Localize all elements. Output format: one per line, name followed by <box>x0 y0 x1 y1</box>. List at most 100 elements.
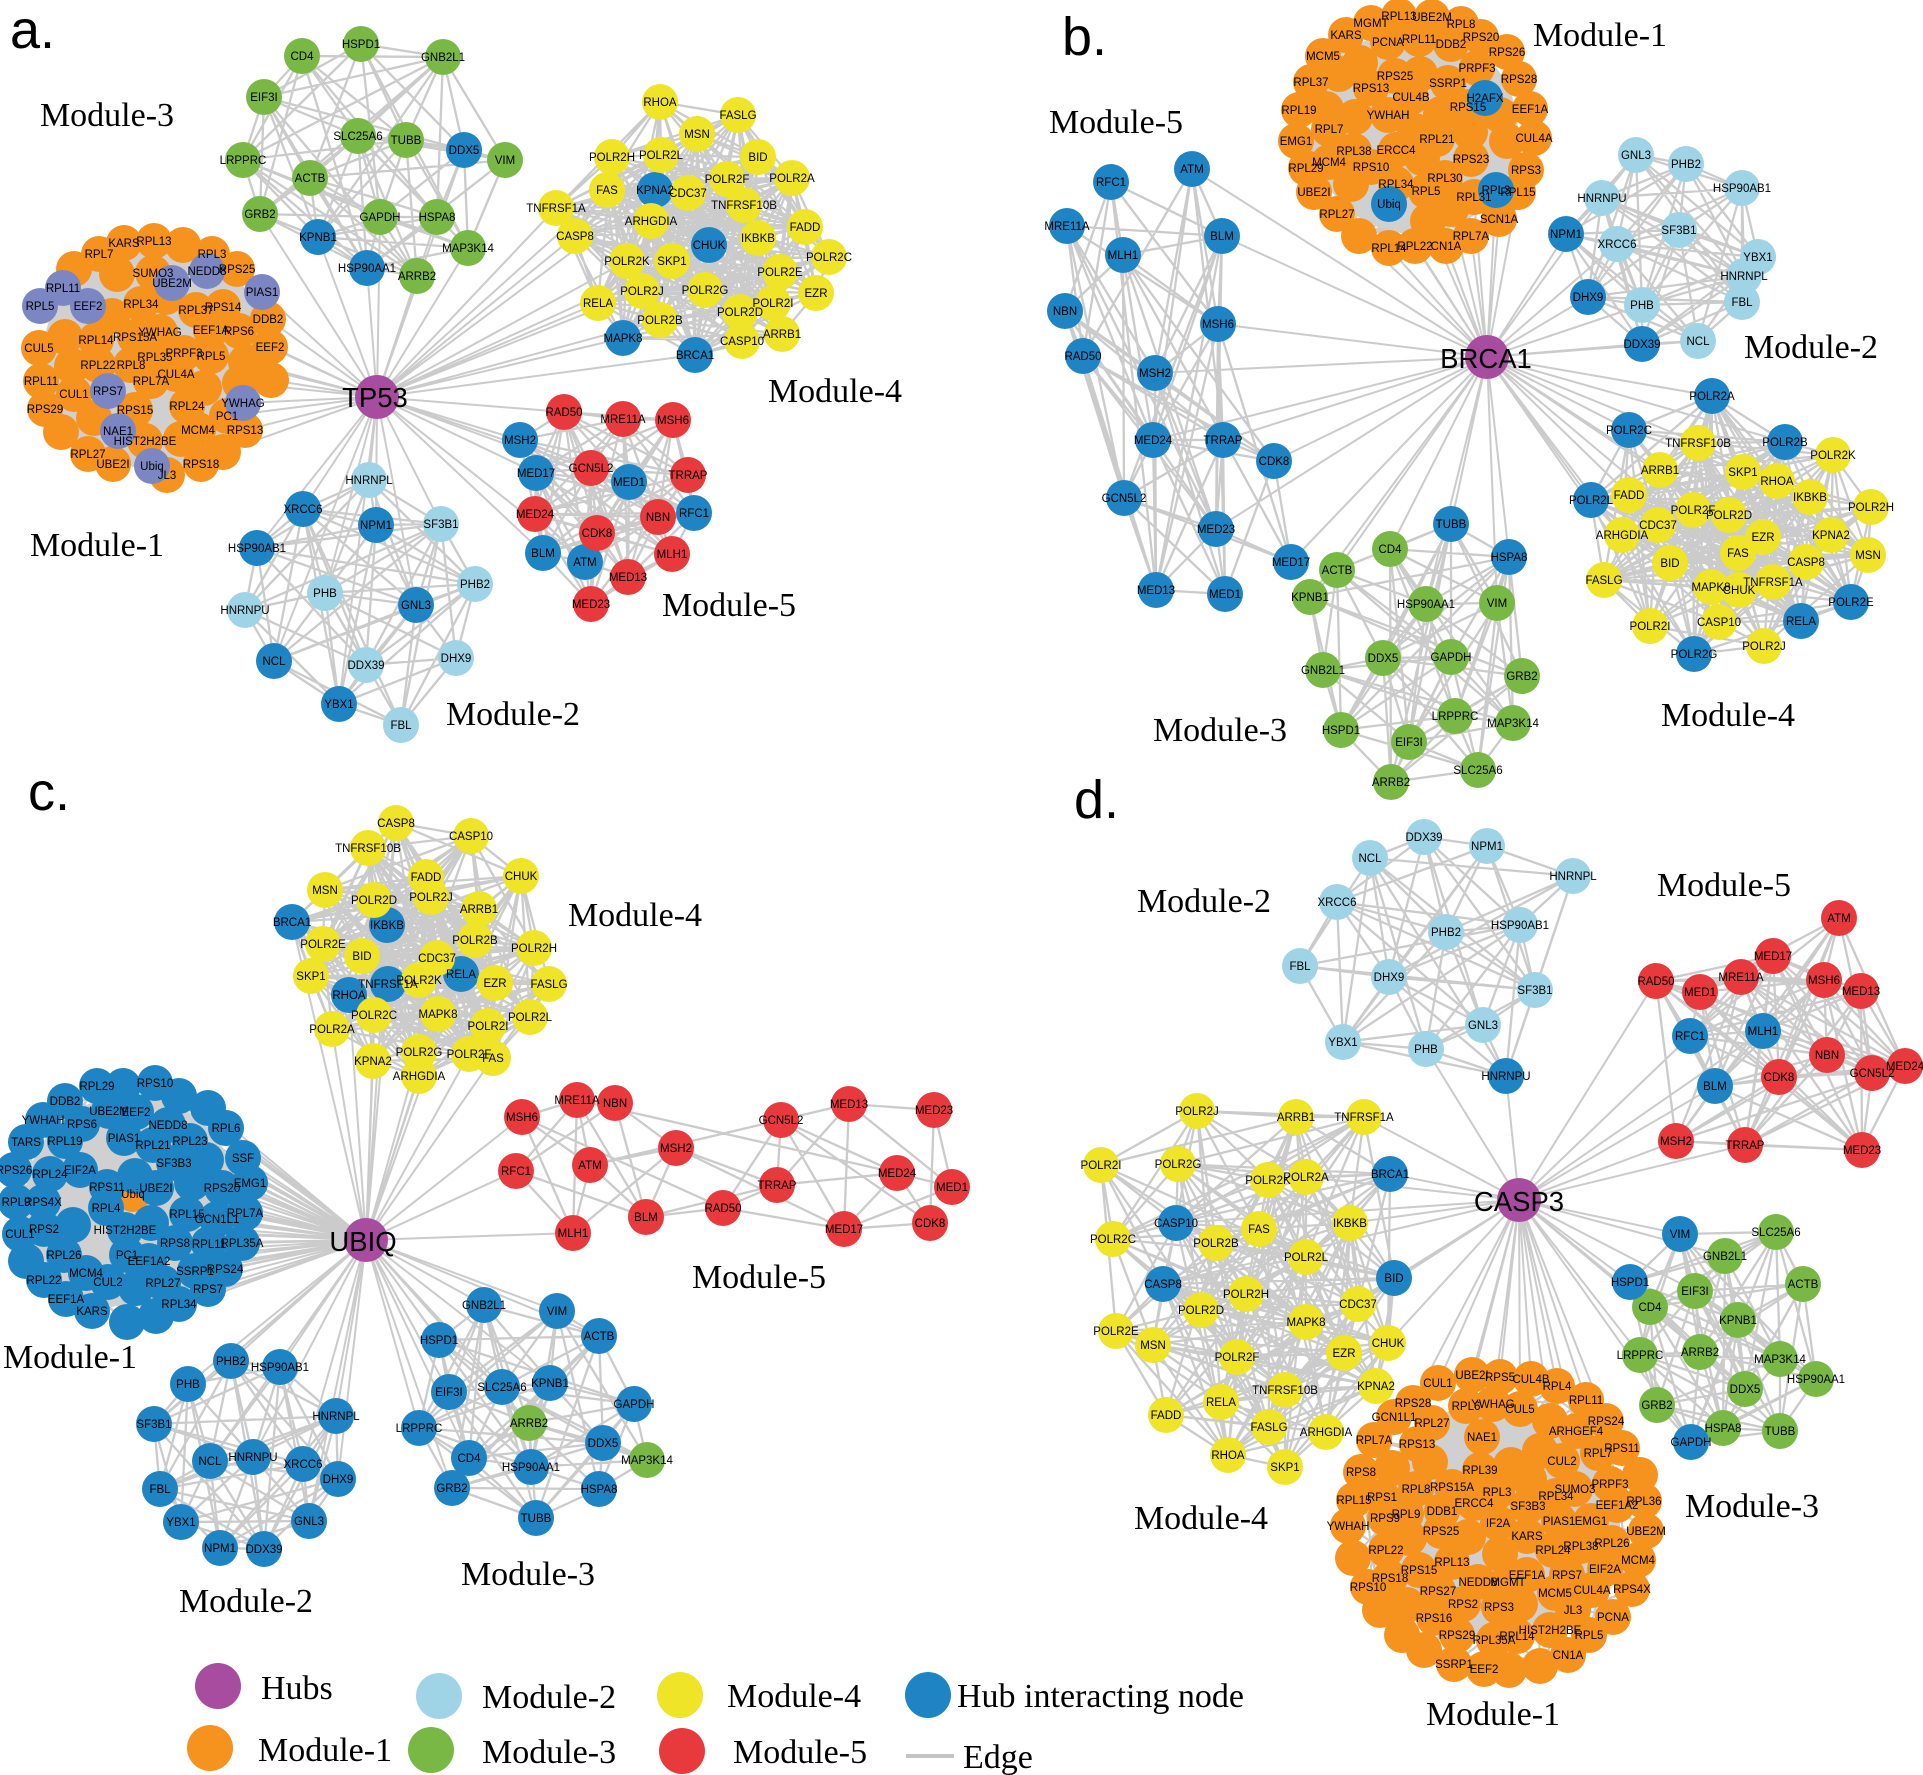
svg-text:NCL: NCL <box>1686 336 1710 348</box>
svg-text:DHX9: DHX9 <box>441 653 472 665</box>
svg-text:PHB: PHB <box>313 588 337 600</box>
svg-text:PHB2: PHB2 <box>460 579 490 591</box>
svg-text:MED13: MED13 <box>609 572 647 584</box>
svg-text:H2AFX: H2AFX <box>1466 93 1503 105</box>
svg-text:MCM5: MCM5 <box>1306 51 1340 63</box>
svg-text:NBN: NBN <box>1815 1050 1839 1062</box>
svg-text:GNL3: GNL3 <box>1621 150 1651 162</box>
svg-text:VIM: VIM <box>495 155 515 167</box>
svg-text:Module-3: Module-3 <box>1685 1488 1819 1525</box>
svg-text:Module-5: Module-5 <box>1657 867 1791 904</box>
svg-text:HIST2H2BE: HIST2H2BE <box>94 1225 157 1237</box>
svg-text:CDC37: CDC37 <box>1339 1299 1377 1311</box>
svg-text:DDX5: DDX5 <box>449 145 480 157</box>
svg-text:MAPK8: MAPK8 <box>419 1009 458 1021</box>
svg-text:POLR2D: POLR2D <box>351 895 397 907</box>
svg-text:FASLG: FASLG <box>530 979 567 991</box>
svg-text:UBIQ: UBIQ <box>329 1226 396 1257</box>
svg-text:PIAS1: PIAS1 <box>1543 1516 1576 1528</box>
svg-text:ARRB2: ARRB2 <box>510 1418 548 1430</box>
svg-text:RPL34: RPL34 <box>1538 1491 1574 1503</box>
svg-text:RPL19: RPL19 <box>47 1136 82 1148</box>
svg-text:b.: b. <box>1062 7 1107 67</box>
svg-text:PC1: PC1 <box>216 411 238 423</box>
svg-text:RPL5: RPL5 <box>197 351 226 363</box>
svg-text:MED17: MED17 <box>517 468 555 480</box>
svg-text:HSP90AB1: HSP90AB1 <box>1491 920 1549 932</box>
svg-text:PCNA: PCNA <box>1372 37 1404 49</box>
svg-text:RPS13: RPS13 <box>1353 83 1389 95</box>
svg-text:IKBKB: IKBKB <box>741 233 775 245</box>
svg-text:DDX39: DDX39 <box>1405 832 1442 844</box>
svg-text:MCM4: MCM4 <box>1621 1555 1655 1567</box>
svg-text:DDX39: DDX39 <box>245 1544 282 1556</box>
svg-text:Module-3: Module-3 <box>461 1556 595 1593</box>
svg-text:MED23: MED23 <box>915 1105 953 1117</box>
svg-text:RPS7: RPS7 <box>1552 1570 1582 1582</box>
svg-text:FADD: FADD <box>1614 490 1645 502</box>
svg-text:MSH6: MSH6 <box>1808 975 1840 987</box>
svg-text:RPL3: RPL3 <box>1482 185 1511 197</box>
svg-text:RPS20: RPS20 <box>1463 32 1499 44</box>
svg-text:EEF1A2: EEF1A2 <box>128 1256 171 1268</box>
svg-text:GCN5L2: GCN5L2 <box>1102 493 1147 505</box>
svg-text:RPS25: RPS25 <box>1377 71 1413 83</box>
svg-text:CD4: CD4 <box>290 51 314 63</box>
svg-text:ATM: ATM <box>573 557 596 569</box>
svg-text:Module-4: Module-4 <box>768 373 902 410</box>
svg-text:RPL3: RPL3 <box>198 249 227 261</box>
svg-text:RPL8: RPL8 <box>1447 19 1476 31</box>
svg-text:JL3: JL3 <box>1564 1605 1583 1617</box>
svg-text:DDB2: DDB2 <box>253 314 284 326</box>
svg-text:NEDD8: NEDD8 <box>1459 1577 1498 1589</box>
svg-text:DDX39: DDX39 <box>347 660 384 672</box>
svg-text:Module-1: Module-1 <box>3 1339 137 1376</box>
svg-text:PHB: PHB <box>176 1379 200 1391</box>
svg-text:BLM: BLM <box>634 1212 658 1224</box>
svg-text:GNB2L1: GNB2L1 <box>462 1300 506 1312</box>
svg-text:Module-2: Module-2 <box>482 1679 616 1716</box>
svg-text:ATM: ATM <box>578 1160 601 1172</box>
svg-text:POLR2D: POLR2D <box>1178 1305 1224 1317</box>
svg-text:IKBKB: IKBKB <box>1793 492 1827 504</box>
svg-text:SF3B1: SF3B1 <box>136 1419 171 1431</box>
svg-text:RPL35A: RPL35A <box>221 1238 264 1250</box>
svg-text:YBX1: YBX1 <box>166 1517 195 1529</box>
svg-text:HNRNPL: HNRNPL <box>1720 271 1768 283</box>
svg-text:MED13: MED13 <box>1842 986 1880 998</box>
svg-text:CUL4B: CUL4B <box>1512 1374 1549 1386</box>
svg-text:EMG1: EMG1 <box>1575 1516 1608 1528</box>
svg-text:TNFRSF10B: TNFRSF10B <box>711 200 777 212</box>
svg-text:Module-2: Module-2 <box>179 1583 313 1620</box>
svg-text:NCL: NCL <box>1358 853 1382 865</box>
svg-text:RPS24: RPS24 <box>1588 1416 1625 1428</box>
svg-text:Module-4: Module-4 <box>568 897 702 934</box>
svg-text:SF3B1: SF3B1 <box>423 519 458 531</box>
svg-text:MCM5: MCM5 <box>1538 1588 1572 1600</box>
svg-text:RPL29: RPL29 <box>79 1081 114 1093</box>
svg-text:Ubiq: Ubiq <box>1377 199 1401 211</box>
svg-text:RPS10: RPS10 <box>1350 1582 1386 1594</box>
svg-text:Module-1: Module-1 <box>1533 17 1667 54</box>
svg-text:Module-3: Module-3 <box>1153 712 1287 749</box>
svg-text:RPL14: RPL14 <box>1371 243 1407 255</box>
svg-text:NAE1: NAE1 <box>103 426 133 438</box>
svg-text:ARRB1: ARRB1 <box>1277 1112 1315 1124</box>
svg-text:RFC1: RFC1 <box>679 508 709 520</box>
svg-text:ACTB: ACTB <box>1788 1279 1819 1291</box>
svg-text:TNFRSF1A: TNFRSF1A <box>1334 1112 1394 1124</box>
svg-text:CUL4B: CUL4B <box>1392 92 1429 104</box>
svg-text:DDX5: DDX5 <box>588 1438 619 1450</box>
svg-text:Hub interacting node: Hub interacting node <box>957 1678 1244 1715</box>
svg-text:SKP1: SKP1 <box>657 256 686 268</box>
svg-text:RPL11: RPL11 <box>192 1239 226 1251</box>
svg-text:YWHAG: YWHAG <box>1471 1399 1515 1411</box>
svg-text:EEF2: EEF2 <box>1470 1664 1499 1676</box>
svg-text:RPS23: RPS23 <box>1453 154 1489 166</box>
svg-text:RPS15A: RPS15A <box>113 332 157 344</box>
svg-text:RPL22: RPL22 <box>1368 1545 1403 1557</box>
svg-text:CUL1: CUL1 <box>5 1229 34 1241</box>
svg-text:POLR2C: POLR2C <box>1606 425 1652 437</box>
svg-text:Module-3: Module-3 <box>482 1734 616 1771</box>
svg-text:MED17: MED17 <box>825 1224 863 1236</box>
